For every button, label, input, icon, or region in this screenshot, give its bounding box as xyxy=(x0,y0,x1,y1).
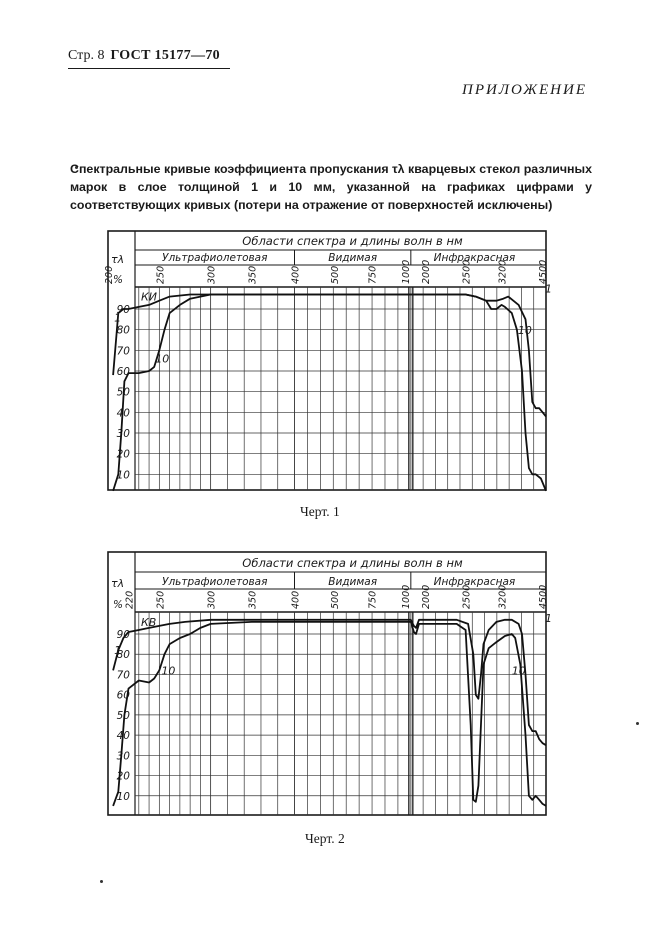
chart-2-x-tick-label: 2000 xyxy=(421,585,432,609)
chart-1-title: Области спектра и длины волн в нм xyxy=(242,234,463,248)
chart-1-x-tick-label: 3200 xyxy=(497,260,508,284)
chart-1-series-10-line xyxy=(112,293,547,492)
chart-2-y-tick-label: 30 xyxy=(117,750,131,762)
chart-2-series-10-label: 10 xyxy=(161,664,175,677)
chart-2-x-tick-label: 220 xyxy=(125,591,136,609)
chart-1-x-tick-label: 4500 xyxy=(538,260,549,284)
chart-2-x-tick-label: 250 xyxy=(155,591,166,609)
chart-2-region-label: Инфракрасная xyxy=(434,576,516,588)
chart-1-x-tick-label: 200 xyxy=(104,266,115,284)
chart-2-series-10-label: 10 xyxy=(512,664,526,677)
chart-2-x-tick-label: 750 xyxy=(368,591,379,609)
chart-2-y-unit: % xyxy=(113,599,123,611)
chart-2-x-tick-label: 3200 xyxy=(497,585,508,609)
chart-2-caption: Черт. 2 xyxy=(305,831,345,846)
chart-1-region-label: Ультрафиолетовая xyxy=(162,252,267,264)
chart-2-series-1-label: 1 xyxy=(114,644,121,657)
chart-1-glass-mark: КИ xyxy=(141,291,157,304)
chart-1-series-1-label: 1 xyxy=(114,311,121,324)
chart-2-x-tick-label: 350 xyxy=(248,591,259,609)
chart-2-x-tick-label: 4500 xyxy=(538,585,549,609)
chart-2-x-tick-label: 1000 xyxy=(401,585,412,609)
chart-2-series-1-label: 1 xyxy=(545,612,552,625)
header-rule xyxy=(68,68,230,69)
chart-2-y-axis-label: τλ xyxy=(111,577,124,590)
chart-2-x-tick-label: 300 xyxy=(207,591,218,609)
chart-1-x-tick-label: 350 xyxy=(248,266,259,284)
chart-1-series-10-label: 10 xyxy=(518,324,532,337)
chart-1-x-tick-label: 400 xyxy=(291,266,302,284)
chart-1-y-unit: % xyxy=(113,274,123,286)
chart-2-x-tick-label: 400 xyxy=(291,591,302,609)
chart-1-series-10-label: 10 xyxy=(155,353,169,366)
chart-1-x-tick-label: 2000 xyxy=(421,260,432,284)
speck-mark xyxy=(75,166,78,169)
chart-2-region-label: Ультрафиолетовая xyxy=(162,576,267,588)
chart-2-glass-mark: КВ xyxy=(141,616,156,629)
chart-1-region-label: Инфракрасная xyxy=(434,252,516,264)
chart-1-caption: Черт. 1 xyxy=(300,504,340,519)
chart-1-y-tick-label: 40 xyxy=(117,407,131,419)
chart-2-y-tick-label: 10 xyxy=(117,791,131,803)
chart-1-series-1-label: 1 xyxy=(545,282,552,295)
chart-1-region-label: Видимая xyxy=(328,252,377,264)
intro-paragraph: Спектральные кривые коэффициента пропуск… xyxy=(70,162,592,212)
chart-2-region-label: Видимая xyxy=(328,576,377,588)
speck-mark xyxy=(636,722,639,725)
speck-mark xyxy=(100,880,103,883)
chart-1-x-tick-label: 250 xyxy=(155,266,166,284)
chart-2-title: Области спектра и длины волн в нм xyxy=(242,556,463,570)
chart-1-y-tick-label: 80 xyxy=(117,325,131,337)
chart-2-y-tick-label: 80 xyxy=(117,649,131,661)
chart-2-frame xyxy=(107,551,547,816)
chart-1-y-tick-label: 30 xyxy=(117,428,131,440)
chart-1-frame xyxy=(107,230,547,491)
chart-1-x-tick-label: 2500 xyxy=(462,260,473,284)
chart-1-y-axis-label: τλ xyxy=(111,253,124,266)
chart-2-y-tick-label: 70 xyxy=(117,669,131,681)
chart-1-y-tick-label: 10 xyxy=(117,469,131,481)
chart-1-x-tick-label: 300 xyxy=(207,266,218,284)
standard-code: ГОСТ 15177—70 xyxy=(110,48,220,63)
chart-2-x-tick-label: 500 xyxy=(330,591,341,609)
chart-2-y-tick-label: 90 xyxy=(117,629,131,641)
chart-2-series-10-line xyxy=(112,621,547,807)
appendix-title: ПРИЛОЖЕНИЕ xyxy=(462,82,587,98)
chart-1-x-tick-label: 750 xyxy=(368,266,379,284)
page-header: Стр. 8 ГОСТ 15177—70 xyxy=(68,48,220,64)
chart-1-x-tick-label: 500 xyxy=(330,266,341,284)
chart-1-y-tick-label: 70 xyxy=(117,345,131,357)
chart-2-x-tick-label: 2500 xyxy=(462,585,473,609)
chart-1-x-tick-label: 1000 xyxy=(401,260,412,284)
chart-2-series-1-line xyxy=(112,618,547,746)
page-number: Стр. 8 xyxy=(68,48,105,63)
